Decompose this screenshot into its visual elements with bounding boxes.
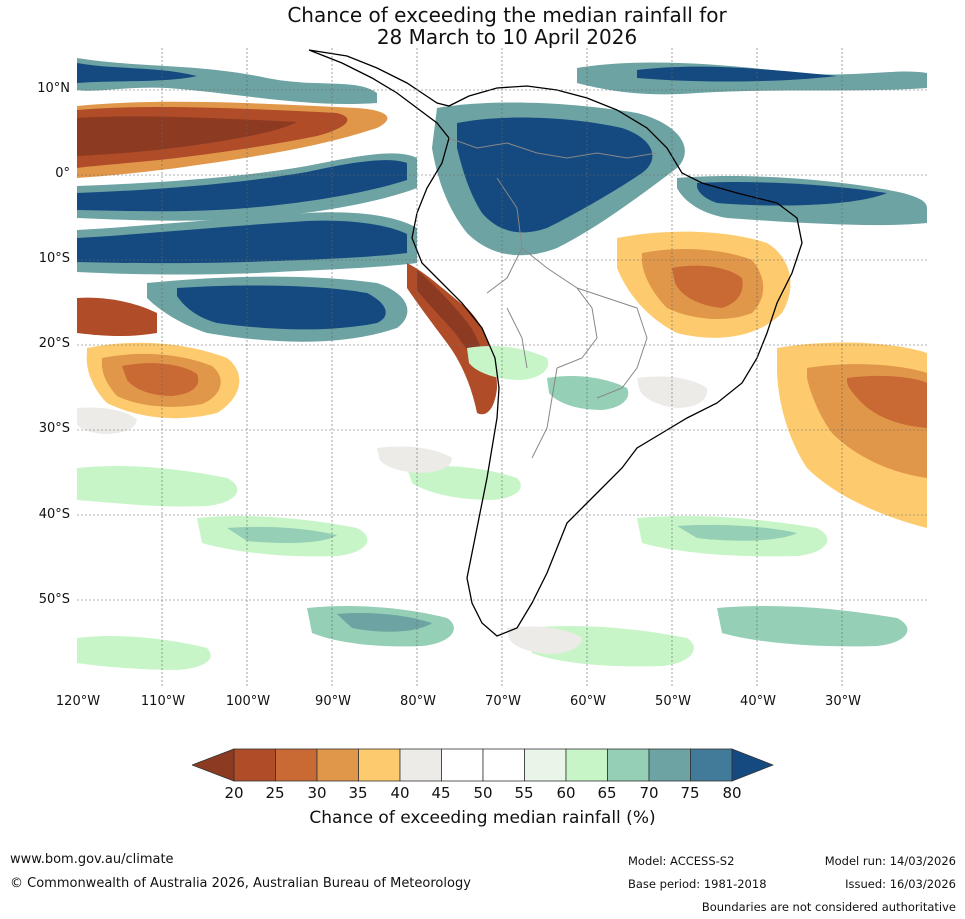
- map-title: Chance of exceeding the median rainfall …: [0, 4, 965, 48]
- colorbar-scale: [190, 748, 775, 782]
- colorbar-bin-35-40: [358, 748, 401, 782]
- colorbar-tick-20: 20: [224, 784, 244, 802]
- lat-label-0: 0°: [55, 166, 70, 181]
- colorbar-tick-75: 75: [680, 784, 700, 802]
- colorbar-tick-65: 65: [597, 784, 617, 802]
- colorbar-tick-70: 70: [639, 784, 659, 802]
- colorbar-low-arrow: [190, 748, 235, 782]
- lon-label-50w: 50°W: [655, 694, 691, 709]
- colorbar-label: Chance of exceeding median rainfall (%): [309, 808, 656, 828]
- colorbar-tick-45: 45: [431, 784, 451, 802]
- lat-label-30s: 30°S: [38, 421, 70, 436]
- title-line-2: 28 March to 10 April 2026: [376, 25, 638, 49]
- lon-label-110w: 110°W: [140, 694, 186, 709]
- colorbar-bin-65-70: [607, 748, 650, 782]
- colorbar-bin-75-80: [690, 748, 733, 782]
- colorbar-bin-70-75: [648, 748, 691, 782]
- title-line-1: Chance of exceeding the median rainfall …: [287, 3, 727, 27]
- lon-label-90w: 90°W: [315, 694, 351, 709]
- colorbar-bin-30-35: [316, 748, 359, 782]
- colorbar-bin-40-45: [399, 748, 442, 782]
- colorbar-tick-55: 55: [514, 784, 534, 802]
- lat-label-40s: 40°S: [38, 507, 70, 522]
- lon-label-120w: 120°W: [55, 694, 101, 709]
- website-link[interactable]: www.bom.gov.au/climate: [10, 852, 174, 867]
- colorbar-tick-25: 25: [265, 784, 285, 802]
- colorbar-tick-30: 30: [307, 784, 327, 802]
- colorbar-bin-25-30: [275, 748, 318, 782]
- colorbar-high-arrow: [731, 748, 775, 782]
- lat-label-20s: 20°S: [38, 336, 70, 351]
- lon-label-80w: 80°W: [400, 694, 436, 709]
- gridlines: [77, 48, 927, 686]
- colorbar-bin-60-65: [565, 748, 608, 782]
- lon-label-70w: 70°W: [485, 694, 521, 709]
- colorbar-tick-40: 40: [390, 784, 410, 802]
- disclaimer-text: Boundaries are not considered authoritat…: [701, 900, 956, 914]
- model-text: Model: ACCESS-S2: [628, 854, 735, 868]
- lat-label-10s: 10°S: [38, 251, 70, 266]
- lat-label-10n: 10°N: [37, 81, 70, 96]
- colorbar-bin-55-60: [524, 748, 567, 782]
- issued-text: Issued: 16/03/2026: [845, 877, 956, 891]
- rainfall-map: [77, 48, 927, 686]
- colorbar-tick-60: 60: [556, 784, 576, 802]
- colorbar-bin-45-50: [441, 748, 484, 782]
- lon-label-100w: 100°W: [225, 694, 271, 709]
- colorbar-bin-20-25: [233, 748, 276, 782]
- lon-label-30w: 30°W: [825, 694, 861, 709]
- colorbar-bin-50-55: [482, 748, 525, 782]
- colorbar-tick-35: 35: [348, 784, 368, 802]
- colorbar-tick-80: 80: [722, 784, 742, 802]
- lon-label-60w: 60°W: [570, 694, 606, 709]
- colorbar-tick-50: 50: [473, 784, 493, 802]
- copyright-text: © Commonwealth of Australia 2026, Austra…: [10, 876, 471, 891]
- colorbar: [190, 748, 775, 786]
- lat-label-50s: 50°S: [38, 592, 70, 607]
- model-run-text: Model run: 14/03/2026: [824, 854, 956, 868]
- map-canvas: [77, 48, 927, 686]
- base-period-text: Base period: 1981-2018: [628, 877, 767, 891]
- lon-label-40w: 40°W: [740, 694, 776, 709]
